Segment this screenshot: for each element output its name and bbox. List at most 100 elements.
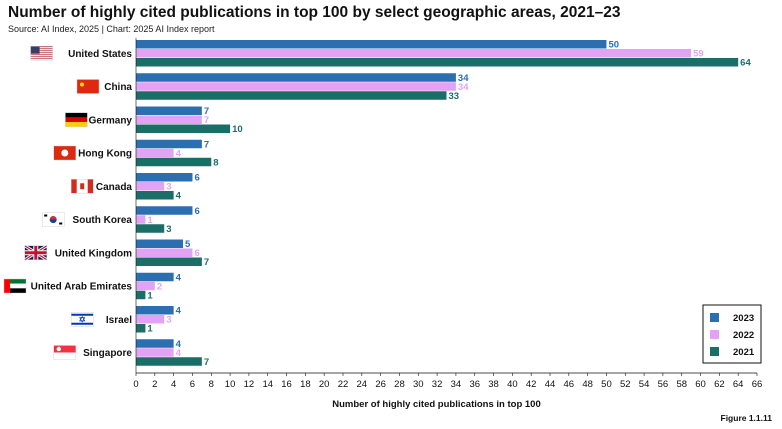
legend-label: 2022 bbox=[733, 330, 754, 341]
bar-2023 bbox=[136, 272, 174, 282]
bar-2022 bbox=[136, 49, 692, 58]
bar-2021 bbox=[136, 290, 146, 300]
x-tick-label: 48 bbox=[582, 379, 593, 390]
x-tick-label: 18 bbox=[300, 379, 311, 390]
data-label: 4 bbox=[176, 191, 182, 202]
x-tick-label: 28 bbox=[394, 379, 405, 390]
data-label: 1 bbox=[147, 215, 153, 226]
germany-flag-icon bbox=[65, 112, 88, 127]
x-tick-label: 4 bbox=[171, 379, 176, 390]
data-label: 3 bbox=[166, 224, 171, 235]
legend-swatch bbox=[710, 330, 719, 339]
x-tick-label: 56 bbox=[658, 379, 669, 390]
bar-2021 bbox=[136, 58, 739, 67]
data-label: 59 bbox=[693, 49, 704, 60]
china-flag-icon bbox=[76, 79, 100, 94]
data-label: 64 bbox=[740, 58, 751, 69]
bar-2023 bbox=[136, 339, 174, 348]
x-tick-label: 0 bbox=[133, 379, 138, 390]
x-tick-label: 16 bbox=[281, 379, 292, 390]
uae-flag-icon bbox=[3, 278, 27, 294]
legend-swatch bbox=[710, 347, 719, 356]
data-label: 5 bbox=[185, 239, 191, 250]
data-label: 7 bbox=[204, 115, 209, 126]
legend-label: 2021 bbox=[733, 347, 755, 358]
chart-title: Number of highly cited publications in t… bbox=[8, 4, 621, 21]
x-tick-label: 42 bbox=[526, 379, 537, 390]
data-label: 4 bbox=[176, 272, 182, 283]
bar-2022 bbox=[136, 115, 202, 124]
data-label: 7 bbox=[204, 257, 209, 268]
bar-2022 bbox=[136, 281, 155, 291]
bar-2022 bbox=[136, 315, 165, 324]
bar-2023 bbox=[136, 73, 456, 82]
data-label: 4 bbox=[176, 348, 182, 359]
x-tick-label: 24 bbox=[357, 379, 368, 390]
bar-2021 bbox=[136, 224, 165, 233]
canada-flag-icon bbox=[70, 179, 94, 194]
bar-2021 bbox=[136, 191, 174, 200]
bar-2023 bbox=[136, 306, 174, 315]
data-label: 3 bbox=[166, 315, 171, 326]
x-tick-label: 34 bbox=[451, 379, 462, 390]
category-label: China bbox=[104, 82, 132, 93]
bar-2021 bbox=[136, 91, 447, 100]
x-tick-label: 10 bbox=[225, 379, 236, 390]
data-label: 4 bbox=[176, 339, 182, 350]
bar-2022 bbox=[136, 348, 174, 357]
category-label: Israel bbox=[106, 315, 132, 326]
x-tick-label: 6 bbox=[190, 379, 195, 390]
data-label: 6 bbox=[194, 248, 199, 259]
x-tick-label: 32 bbox=[432, 379, 443, 390]
x-tick-label: 12 bbox=[244, 379, 255, 390]
bar-2022 bbox=[136, 82, 456, 91]
bar-2021 bbox=[136, 157, 212, 167]
x-tick-label: 22 bbox=[338, 379, 349, 390]
bar-2021 bbox=[136, 124, 231, 133]
x-tick-label: 46 bbox=[564, 379, 575, 390]
category-label: United States bbox=[68, 49, 132, 60]
x-tick-label: 36 bbox=[469, 379, 480, 390]
category-label: South Korea bbox=[73, 215, 133, 226]
x-tick-label: 38 bbox=[488, 379, 499, 390]
chart-source: Source: AI Index, 2025 | Chart: 2025 AI … bbox=[8, 24, 215, 34]
bar-2023 bbox=[136, 139, 202, 149]
data-label: 4 bbox=[176, 306, 182, 317]
bar-2022 bbox=[136, 215, 146, 224]
data-label: 6 bbox=[194, 206, 199, 217]
south-korea-flag-icon bbox=[42, 212, 65, 227]
data-label: 3 bbox=[166, 182, 171, 193]
united-kingdom-flag-icon bbox=[23, 244, 48, 262]
legend-label: 2023 bbox=[733, 313, 754, 324]
bar-2021 bbox=[136, 324, 146, 333]
bar-2023 bbox=[136, 106, 202, 115]
category-label: Germany bbox=[89, 115, 133, 126]
x-axis-title: Number of highly cited publications in t… bbox=[332, 399, 541, 410]
bar-2023 bbox=[136, 206, 193, 215]
hong-kong-flag-icon bbox=[53, 145, 76, 161]
data-label: 1 bbox=[147, 290, 153, 301]
category-label: Singapore bbox=[83, 348, 132, 359]
data-label: 7 bbox=[204, 139, 209, 150]
x-tick-label: 64 bbox=[733, 379, 744, 390]
category-label: Canada bbox=[96, 182, 133, 193]
data-label: 34 bbox=[458, 73, 469, 84]
data-label: 4 bbox=[176, 148, 182, 159]
x-tick-label: 14 bbox=[262, 379, 273, 390]
x-tick-label: 8 bbox=[209, 379, 214, 390]
x-tick-label: 40 bbox=[507, 379, 518, 390]
x-tick-label: 30 bbox=[413, 379, 424, 390]
data-label: 2 bbox=[157, 281, 162, 292]
data-label: 33 bbox=[449, 91, 460, 102]
bar-2021 bbox=[136, 357, 202, 366]
x-tick-label: 44 bbox=[545, 379, 556, 390]
legend-swatch bbox=[710, 313, 719, 322]
bar-2022 bbox=[136, 182, 165, 191]
x-tick-label: 66 bbox=[752, 379, 763, 390]
data-label: 8 bbox=[213, 157, 218, 168]
x-tick-label: 60 bbox=[695, 379, 706, 390]
x-tick-label: 62 bbox=[714, 379, 725, 390]
bar-2022 bbox=[136, 148, 174, 158]
data-label: 50 bbox=[608, 40, 619, 51]
